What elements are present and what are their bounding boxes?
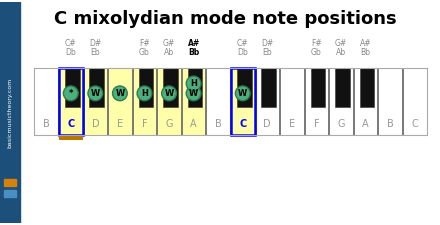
Bar xyxy=(378,68,402,135)
Bar xyxy=(304,68,328,135)
Text: W: W xyxy=(189,89,198,98)
Bar xyxy=(311,68,325,107)
Text: A#: A# xyxy=(360,39,371,48)
Text: H: H xyxy=(190,79,197,88)
Bar xyxy=(4,190,16,196)
Bar xyxy=(359,68,374,107)
Text: B: B xyxy=(387,119,393,129)
Bar xyxy=(403,68,426,135)
Bar xyxy=(65,68,80,107)
Text: F#: F# xyxy=(311,39,322,48)
Text: H: H xyxy=(141,89,148,98)
Text: basicmusictheory.com: basicmusictheory.com xyxy=(7,77,12,148)
Bar xyxy=(163,68,178,107)
Text: E: E xyxy=(289,119,295,129)
Text: W: W xyxy=(238,89,247,98)
Text: E: E xyxy=(117,119,123,129)
Bar xyxy=(231,68,254,135)
Bar xyxy=(280,68,304,135)
Bar xyxy=(354,68,378,135)
Text: G#: G# xyxy=(335,39,347,48)
Text: Eb: Eb xyxy=(91,48,100,57)
Bar xyxy=(139,68,153,107)
Bar xyxy=(261,68,276,107)
Bar xyxy=(108,68,132,135)
Text: Gb: Gb xyxy=(139,48,150,57)
Text: F: F xyxy=(142,119,147,129)
Text: Gb: Gb xyxy=(311,48,322,57)
Text: G#: G# xyxy=(163,39,175,48)
Text: A#: A# xyxy=(187,39,200,48)
Text: F: F xyxy=(314,119,319,129)
Text: D: D xyxy=(264,119,271,129)
Text: C: C xyxy=(67,119,74,129)
Text: W: W xyxy=(115,89,125,98)
Text: C: C xyxy=(239,119,246,129)
Text: Ab: Ab xyxy=(164,48,174,57)
Text: D#: D# xyxy=(261,39,273,48)
Text: G: G xyxy=(165,119,173,129)
Text: Db: Db xyxy=(237,48,248,57)
Text: C mixolydian mode note positions: C mixolydian mode note positions xyxy=(54,10,396,28)
Text: Bb: Bb xyxy=(188,48,199,57)
Text: C: C xyxy=(411,119,418,129)
Text: F#: F# xyxy=(139,39,150,48)
Text: Ab: Ab xyxy=(336,48,346,57)
Bar xyxy=(237,68,252,107)
Text: B: B xyxy=(43,119,50,129)
Text: G: G xyxy=(337,119,345,129)
Bar xyxy=(335,68,350,107)
Bar xyxy=(59,68,83,135)
Bar xyxy=(157,68,181,135)
Circle shape xyxy=(235,86,250,101)
Bar xyxy=(133,68,156,135)
Circle shape xyxy=(137,86,152,101)
Text: D: D xyxy=(92,119,99,129)
Bar xyxy=(206,68,230,135)
Bar xyxy=(182,68,205,135)
Bar xyxy=(329,68,353,135)
Text: W: W xyxy=(165,89,174,98)
Bar xyxy=(34,68,58,135)
Bar xyxy=(0,2,20,223)
Bar xyxy=(89,68,104,107)
Text: A: A xyxy=(190,119,197,129)
Bar xyxy=(231,68,254,135)
Bar xyxy=(256,68,279,135)
Bar xyxy=(188,68,202,107)
Bar xyxy=(4,179,16,186)
Bar xyxy=(34,68,426,135)
Text: C#: C# xyxy=(65,39,77,48)
Circle shape xyxy=(161,86,176,101)
Circle shape xyxy=(186,76,201,91)
Circle shape xyxy=(63,86,78,101)
Text: Eb: Eb xyxy=(263,48,272,57)
Text: Db: Db xyxy=(66,48,76,57)
Circle shape xyxy=(88,86,103,101)
Text: D#: D# xyxy=(89,39,102,48)
Bar xyxy=(59,135,83,140)
Text: W: W xyxy=(91,89,100,98)
Text: Bb: Bb xyxy=(361,48,370,57)
Text: B: B xyxy=(215,119,222,129)
Bar xyxy=(59,68,83,135)
Circle shape xyxy=(186,86,201,101)
Text: C#: C# xyxy=(237,39,249,48)
Text: *: * xyxy=(69,89,73,98)
Circle shape xyxy=(113,86,127,101)
Bar xyxy=(84,68,107,135)
Text: A: A xyxy=(362,119,369,129)
